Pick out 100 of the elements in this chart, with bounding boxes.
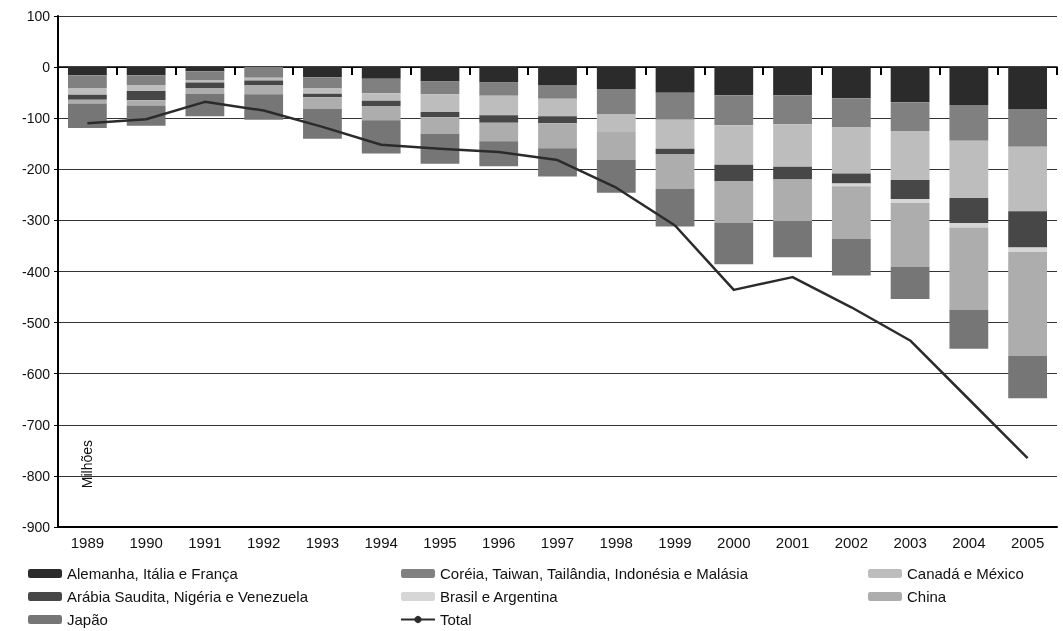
y-tick-label: -700 [21, 416, 51, 433]
x-tick-label: 2002 [834, 534, 869, 551]
y-tick-label: -300 [21, 212, 51, 229]
y-tick-label: -800 [21, 467, 51, 484]
bar [67, 103, 107, 128]
x-tick-label: 2001 [775, 534, 810, 551]
bar [185, 71, 225, 80]
bar [126, 91, 166, 101]
bar [303, 109, 342, 139]
bar [596, 160, 636, 193]
bar [1008, 247, 1048, 253]
bar [420, 94, 460, 113]
bar [479, 82, 519, 96]
bar [538, 116, 577, 124]
x-tick-label: 1991 [188, 534, 222, 551]
bar [361, 93, 401, 101]
bar [479, 122, 519, 142]
legend-label: Japão [67, 611, 108, 628]
bar [655, 188, 695, 227]
bar [714, 164, 754, 182]
bar [596, 89, 636, 115]
bar [479, 115, 519, 123]
x-tick-label: 1993 [305, 534, 340, 551]
bar [303, 88, 342, 94]
bar [949, 104, 989, 141]
legend-label: Total [440, 611, 472, 628]
bar [831, 186, 871, 239]
bar [361, 120, 401, 154]
bar [1008, 67, 1048, 109]
bar [773, 220, 812, 258]
legend-label: Brasil e Argentina [440, 588, 559, 605]
bar [714, 181, 754, 223]
bar [126, 100, 166, 106]
bar [890, 130, 930, 181]
bar [949, 67, 989, 105]
bar [420, 112, 460, 118]
bar [831, 173, 871, 184]
bar [361, 105, 401, 121]
bar [361, 78, 401, 94]
bar [596, 67, 636, 90]
bar [831, 238, 871, 276]
y-tick-label: -400 [21, 263, 51, 280]
x-tick-label: 1996 [482, 534, 516, 551]
bar [538, 67, 577, 85]
bar [890, 67, 930, 103]
bar [479, 95, 519, 116]
bar [538, 123, 577, 149]
bar [773, 124, 812, 167]
x-tick-label: 2005 [1010, 534, 1045, 551]
bar [479, 67, 519, 83]
bar [538, 98, 577, 117]
y-tick-label: 0 [42, 59, 51, 76]
x-tick-label: 1995 [423, 534, 457, 551]
bar [538, 148, 577, 177]
bar [1008, 355, 1048, 399]
bar [1008, 146, 1048, 212]
legend-label: Arábia Saudita, Nigéria e Venezuela [67, 588, 309, 605]
bar [596, 114, 636, 132]
bar [831, 127, 871, 174]
bar [1008, 252, 1048, 356]
bar [185, 88, 225, 94]
y-tick-label: -100 [21, 110, 51, 127]
bar [831, 98, 871, 128]
y-tick-label: -600 [21, 365, 51, 382]
bar [303, 67, 342, 78]
bar [1008, 109, 1048, 147]
bar [244, 80, 284, 85]
bar [890, 180, 930, 199]
bar [714, 95, 754, 126]
bar [773, 166, 812, 180]
bar [655, 92, 695, 120]
x-tick-label: 1989 [70, 534, 105, 551]
x-tick-label: 1998 [599, 534, 633, 551]
bar [655, 148, 695, 154]
bar [655, 67, 695, 93]
bar [244, 94, 284, 120]
bar [479, 141, 519, 167]
bar [67, 94, 107, 100]
bar [714, 222, 754, 265]
y-tick-label: 100 [26, 8, 51, 24]
bar [949, 227, 989, 310]
bar [420, 81, 460, 95]
bar [773, 179, 812, 221]
x-tick-label: 1997 [540, 534, 575, 551]
bar [949, 197, 989, 223]
bar [420, 117, 460, 135]
y-tick-label: -500 [21, 314, 51, 331]
bar [67, 75, 107, 89]
bar [596, 132, 636, 161]
x-tick-label: 2003 [893, 534, 927, 551]
bar [538, 84, 577, 99]
x-tick-label: 1992 [246, 534, 281, 551]
x-tick-label: 2000 [717, 534, 751, 551]
bar [126, 67, 166, 76]
bar [714, 125, 754, 165]
bar [949, 140, 989, 198]
bar [185, 82, 225, 89]
bar [67, 88, 107, 95]
y-axis-title: Milhões [79, 439, 95, 489]
bar [303, 77, 342, 89]
